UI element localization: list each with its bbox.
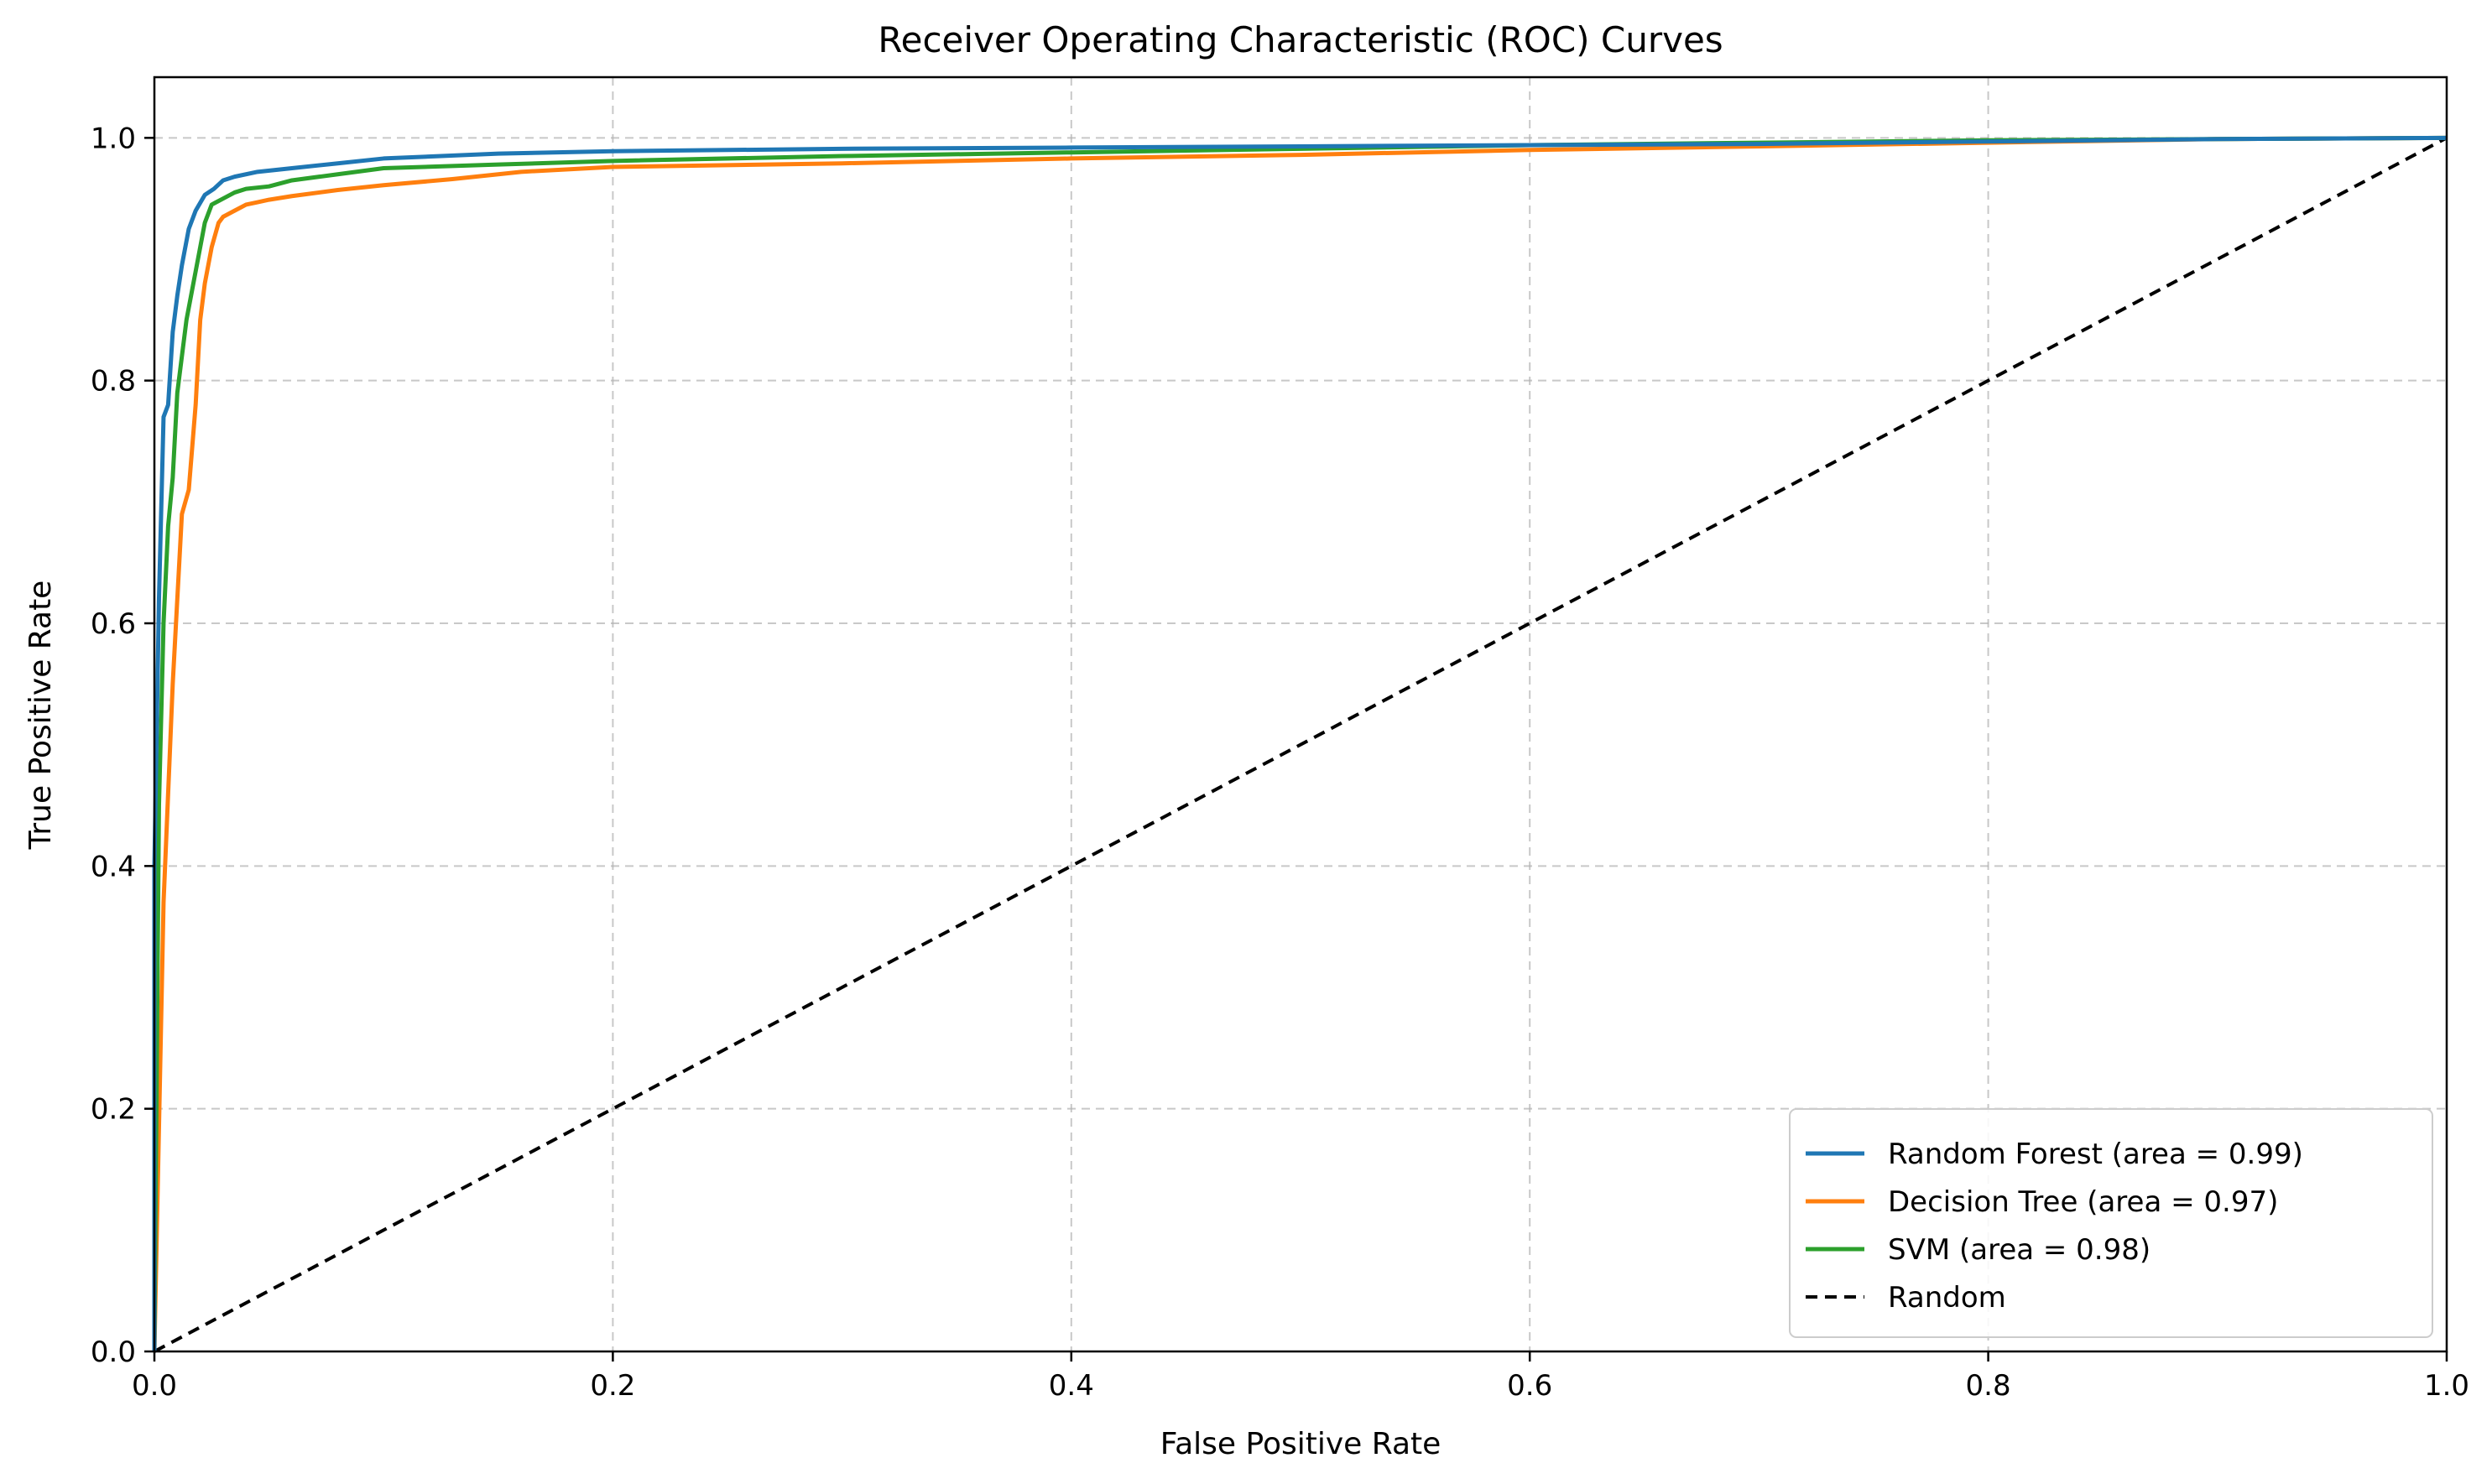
x-axis-label: False Positive Rate xyxy=(1160,1427,1442,1461)
legend-entries: Random Forest (area = 0.99) Decision Tree… xyxy=(1806,1138,2303,1315)
legend-box xyxy=(1789,1108,2433,1338)
legend-label: Random xyxy=(1888,1281,2006,1315)
y-tick-label: 0.0 xyxy=(91,1336,136,1369)
series-line-decision-tree xyxy=(152,135,2448,1352)
y-tick-label: 0.6 xyxy=(91,607,136,641)
legend: Random Forest (area = 0.99) Decision Tree… xyxy=(1789,1108,2433,1338)
series-lines xyxy=(152,135,2448,1353)
series-line-random xyxy=(154,136,2448,1353)
series-line-random-forest xyxy=(152,135,2448,1351)
x-tick-label: 0.6 xyxy=(1507,1369,1552,1403)
y-tick-label: 1.0 xyxy=(91,122,136,155)
x-tick-label: 1.0 xyxy=(2424,1369,2469,1403)
y-axis-label: True Positive Rate xyxy=(23,581,58,851)
x-tick-label: 0.0 xyxy=(132,1369,177,1403)
legend-label: Decision Tree (area = 0.97) xyxy=(1888,1185,2278,1219)
y-tick-label: 0.2 xyxy=(91,1093,136,1127)
x-tick-label: 0.4 xyxy=(1049,1369,1094,1403)
x-tick-label: 0.8 xyxy=(1966,1369,2011,1403)
axis-ticks: 0.0 0.2 0.4 0.6 0.8 1.0 0.0 0.2 0.4 0.6 0.8 1.0 xyxy=(91,122,2469,1403)
legend-label: Random Forest (area = 0.99) xyxy=(1888,1138,2303,1171)
y-tick-label: 0.8 xyxy=(91,365,136,398)
chart-title: Receiver Operating Characteristic (ROC) … xyxy=(878,19,1723,60)
x-tick-label: 0.2 xyxy=(590,1369,635,1403)
legend-label: SVM (area = 0.98) xyxy=(1888,1233,2151,1267)
y-tick-label: 0.4 xyxy=(91,850,136,883)
axes-frame xyxy=(153,76,2448,1353)
